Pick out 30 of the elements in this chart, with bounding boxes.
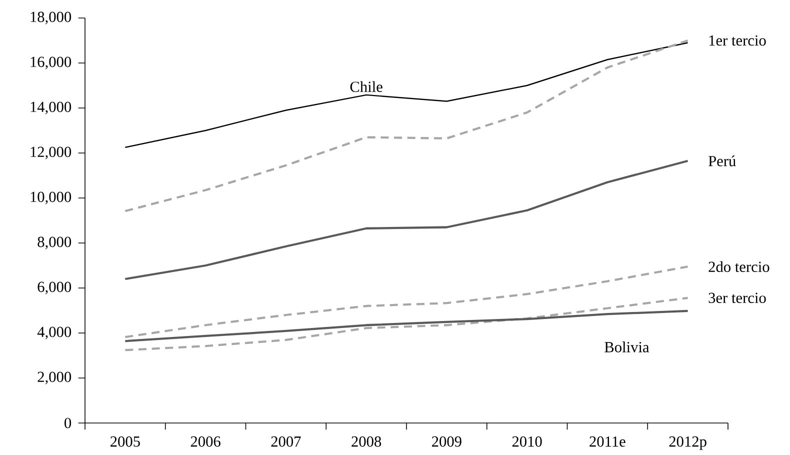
y-tick-label: 10,000: [30, 192, 72, 204]
y-tick-label: 2,000: [38, 372, 72, 384]
line-series: [124, 310, 689, 342]
y-tick-label: 8,000: [38, 236, 72, 250]
y-tick-label: 6,000: [38, 282, 72, 294]
series-label: 2do tercio: [708, 261, 770, 272]
x-tick-label: 2008: [352, 436, 382, 447]
line-series: [124, 160, 689, 280]
series-label: Bolivia: [604, 342, 650, 352]
x-tick-label: 2010: [512, 436, 542, 447]
line-series: [124, 42, 688, 148]
series-label: 3er tercio: [708, 292, 766, 304]
line-series: [124, 39, 689, 212]
y-tick-label: 0: [64, 418, 72, 428]
x-tick-label: 2012p: [669, 436, 706, 450]
x-tick-label: 2007: [271, 436, 301, 447]
series-label: 1er tercio: [709, 35, 766, 46]
line-series: [124, 296, 689, 352]
x-tick-label: 2006: [190, 436, 220, 447]
y-tick-label: 14,000: [30, 102, 72, 114]
x-tick-label: 2005: [110, 436, 140, 447]
y-tick-label: 12,000: [30, 146, 72, 160]
x-tick-label: 2011e: [590, 436, 626, 447]
y-tick-label: 4,000: [37, 326, 72, 340]
y-tick-label: 18,000: [30, 12, 72, 24]
x-tick-label: 2009: [432, 436, 462, 447]
y-tick-label: 16,000: [30, 56, 72, 70]
line-series: [124, 266, 689, 338]
series-label: Perú: [708, 155, 736, 166]
series-label: Chile: [350, 81, 382, 92]
